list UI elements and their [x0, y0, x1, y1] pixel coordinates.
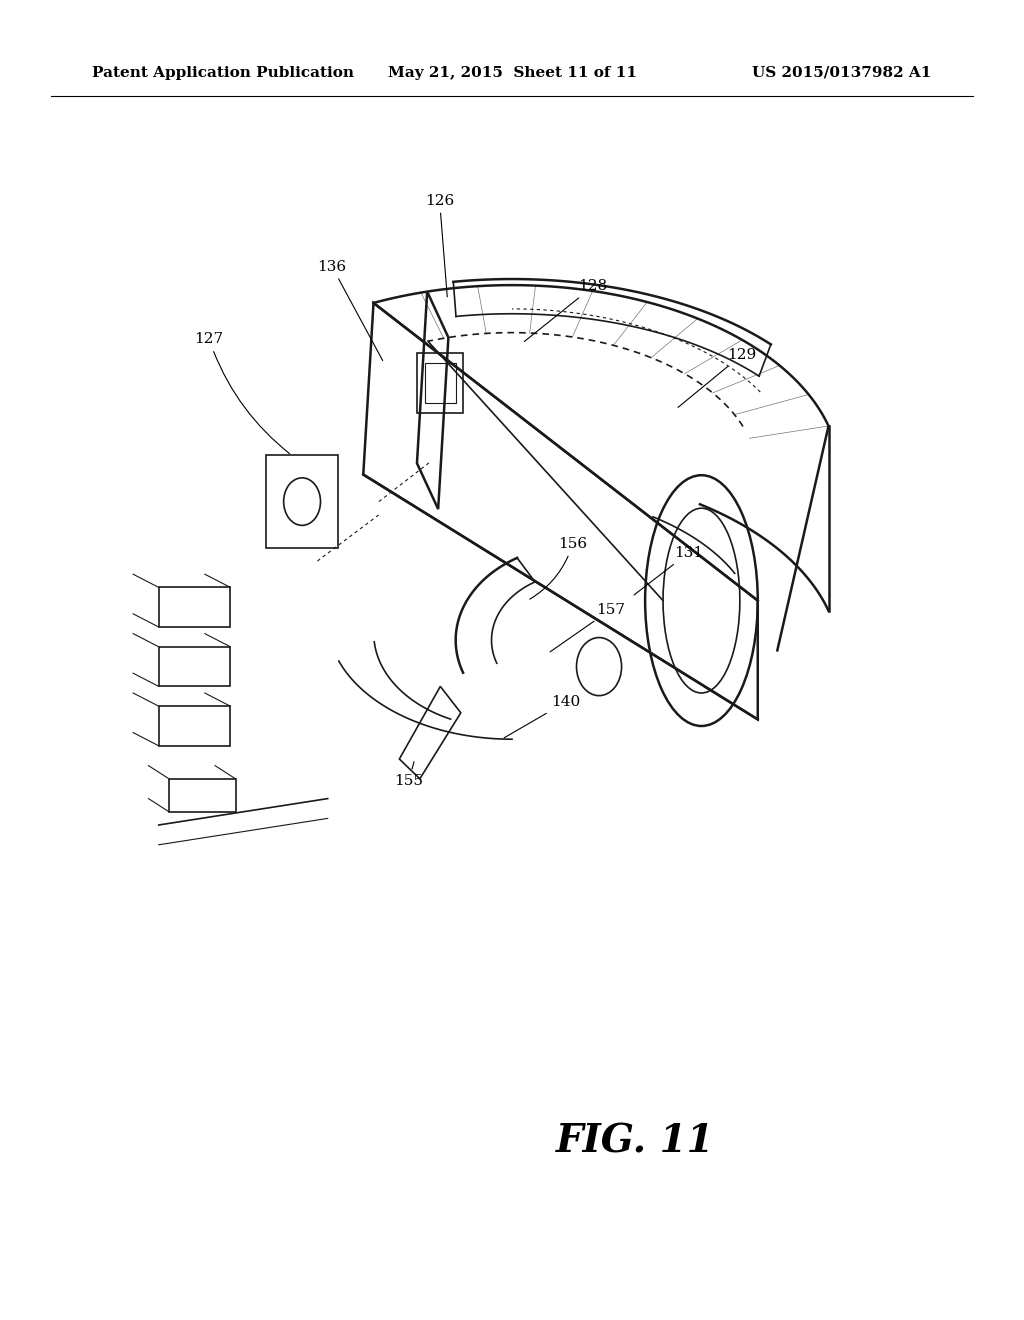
Text: Patent Application Publication: Patent Application Publication: [92, 66, 354, 79]
Text: 129: 129: [678, 348, 757, 408]
Text: 156: 156: [529, 537, 587, 599]
Text: 155: 155: [394, 762, 423, 788]
Text: US 2015/0137982 A1: US 2015/0137982 A1: [753, 66, 932, 79]
Text: 127: 127: [195, 333, 290, 454]
Text: 126: 126: [425, 194, 455, 297]
Text: 157: 157: [550, 603, 625, 652]
Text: 128: 128: [524, 280, 607, 342]
Text: 140: 140: [504, 696, 581, 738]
Text: FIG. 11: FIG. 11: [556, 1123, 714, 1160]
Text: May 21, 2015  Sheet 11 of 11: May 21, 2015 Sheet 11 of 11: [387, 66, 637, 79]
Text: 131: 131: [634, 546, 702, 595]
Text: 136: 136: [317, 260, 383, 360]
